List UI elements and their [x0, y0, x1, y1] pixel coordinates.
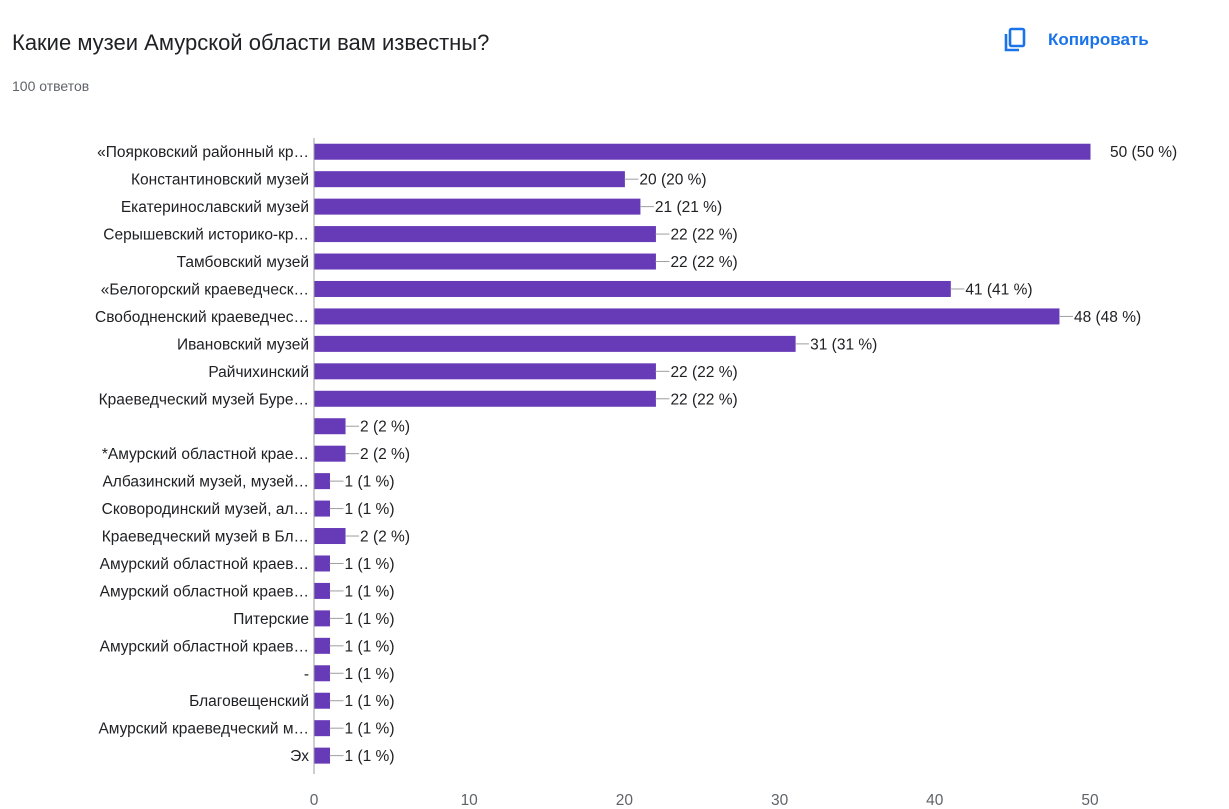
category-label: Тамбовский музей [177, 254, 309, 271]
data-label: 1 (1 %) [345, 721, 395, 738]
category-label: Свободненский краеведчес… [95, 309, 309, 326]
category-label: Константиновский музей [131, 172, 309, 189]
category-label: Благовещенский [189, 693, 309, 710]
data-label: 1 (1 %) [345, 693, 395, 710]
bar [314, 445, 346, 462]
data-label: 1 (1 %) [345, 583, 395, 600]
x-tick-label: 50 [1081, 792, 1099, 809]
x-tick-label: 0 [310, 792, 319, 809]
bar [314, 253, 656, 270]
data-label: 41 (41 %) [965, 281, 1032, 298]
data-label: 20 (20 %) [639, 172, 706, 189]
category-label: Екатеринославский музей [121, 199, 309, 216]
x-tick-label: 40 [926, 792, 944, 809]
category-label: Эх [290, 748, 309, 765]
category-label: «Белогорский краеведческ… [101, 281, 309, 298]
data-label: 2 (2 %) [360, 446, 410, 463]
bar [314, 390, 656, 407]
category-label: Ивановский музей [177, 336, 309, 353]
data-label: 1 (1 %) [345, 501, 395, 518]
data-label: 22 (22 %) [670, 364, 737, 381]
bar [314, 363, 656, 380]
response-count: 100 ответов [12, 78, 90, 94]
bar [314, 171, 625, 188]
bar [314, 473, 331, 490]
data-label: 1 (1 %) [345, 666, 395, 683]
category-label: Краеведческий музей Буре… [99, 391, 309, 408]
bar [314, 143, 1091, 160]
question-title: Какие музеи Амурской области вам известн… [12, 30, 490, 55]
copy-button[interactable]: Копировать [1002, 22, 1149, 58]
data-label: 31 (31 %) [810, 336, 877, 353]
category-label: Питерские [233, 611, 309, 628]
category-label: Сковородинский музей, ал… [102, 501, 309, 518]
data-label: 21 (21 %) [655, 199, 722, 216]
category-label: Амурский областной краев… [100, 556, 309, 573]
category-label: Райчихинский [208, 364, 309, 381]
bar [314, 528, 346, 545]
x-tick-label: 30 [771, 792, 789, 809]
data-label: 1 (1 %) [345, 611, 395, 628]
data-label: 22 (22 %) [670, 227, 737, 244]
category-label: Краеведческий музей в Бл… [102, 529, 309, 546]
category-label: «Поярковский районный кр… [97, 144, 309, 161]
category-label: Амурский областной краев… [100, 583, 309, 600]
bar [314, 555, 331, 572]
bar [314, 692, 331, 709]
data-label: 22 (22 %) [670, 391, 737, 408]
data-label: 1 (1 %) [345, 474, 395, 491]
data-label: 50 (50 %) [1110, 144, 1177, 161]
bar [314, 198, 641, 215]
category-label: Серышевский историко-кр… [103, 227, 309, 244]
bar [314, 582, 331, 599]
bar [314, 280, 951, 297]
data-label: 2 (2 %) [360, 529, 410, 546]
bar [314, 418, 346, 435]
bar [314, 226, 656, 243]
data-label: 48 (48 %) [1074, 309, 1141, 326]
bar [314, 637, 331, 654]
bar [314, 665, 331, 682]
data-label: 22 (22 %) [670, 254, 737, 271]
category-label: - [304, 666, 309, 683]
bar [314, 308, 1060, 325]
category-label: Амурский краеведческий м… [98, 721, 309, 738]
data-label: 2 (2 %) [360, 419, 410, 436]
category-label: Албазинский музей, музей… [102, 474, 309, 491]
x-tick-label: 20 [616, 792, 634, 809]
bar [314, 500, 331, 517]
category-label: *Амурский областной крае… [102, 446, 309, 463]
category-label: Амурский областной краев… [100, 638, 309, 655]
copy-label: Копировать [1048, 30, 1149, 49]
data-label: 1 (1 %) [345, 556, 395, 573]
data-label: 1 (1 %) [345, 638, 395, 655]
bar [314, 720, 331, 737]
x-tick-label: 10 [461, 792, 479, 809]
bar [314, 610, 331, 627]
bar [314, 335, 796, 352]
data-label: 1 (1 %) [345, 748, 395, 765]
copy-icon [1004, 27, 1026, 52]
bar [314, 747, 331, 764]
